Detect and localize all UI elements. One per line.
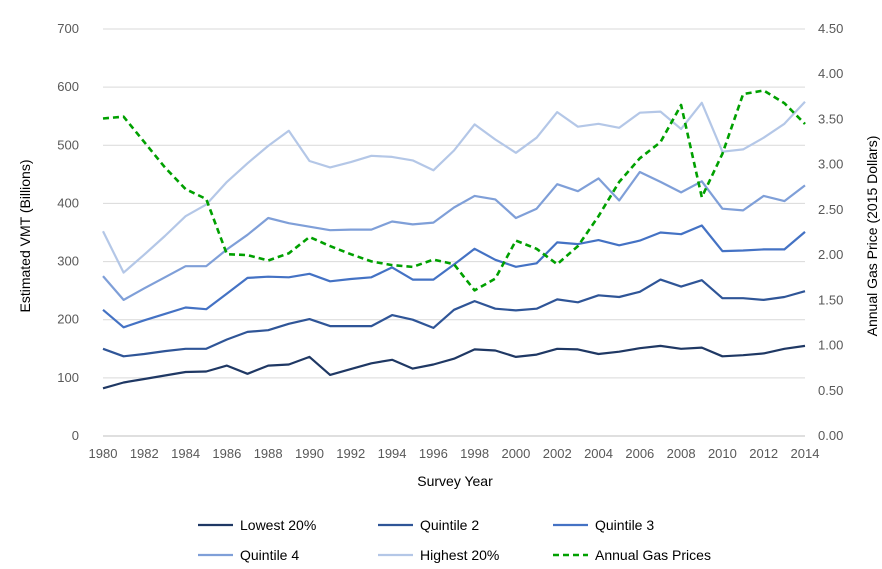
y2-tick-label: 2.00 [818, 247, 843, 262]
x-tick-label: 2012 [749, 446, 778, 461]
series-line-4 [102, 100, 806, 274]
x-tick-label: 2008 [667, 446, 696, 461]
series-line-0 [102, 344, 806, 390]
y2-tick-label: 3.00 [818, 157, 843, 172]
x-tick-label: 2006 [625, 446, 654, 461]
series-line-3 [102, 170, 806, 301]
y-tick-label: 700 [57, 21, 79, 36]
x-tick-label: 1994 [378, 446, 407, 461]
y-tick-label: 100 [57, 370, 79, 385]
y-tick-label: 0 [72, 428, 79, 443]
y-tick-label: 400 [57, 195, 79, 210]
x-tick-label: 1998 [460, 446, 489, 461]
x-axis-title: Survey Year [417, 473, 493, 489]
legend-label-4: Highest 20% [420, 547, 499, 563]
x-tick-label: 2000 [501, 446, 530, 461]
y2-tick-label: 2.50 [818, 202, 843, 217]
x-tick-label: 1984 [171, 446, 200, 461]
legend: Lowest 20% Quintile 2 Quintile 3 Quintile 4… [198, 517, 711, 563]
series-line-2 [102, 224, 806, 329]
series-line-1 [102, 278, 806, 358]
x-tick-label: 2014 [791, 446, 820, 461]
y-tick-label: 300 [57, 254, 79, 269]
legend-label-3: Quintile 4 [240, 547, 299, 563]
series-lines [102, 89, 806, 390]
y2-tick-label: 4.50 [818, 21, 843, 36]
legend-label-0: Lowest 20% [240, 517, 316, 533]
x-tick-label: 2004 [584, 446, 613, 461]
legend-label-1: Quintile 2 [420, 517, 479, 533]
y2-tick-label: 1.00 [818, 338, 843, 353]
x-tick-label: 1990 [295, 446, 324, 461]
y2-tick-label: 4.00 [818, 66, 843, 81]
y-tick-label: 600 [57, 79, 79, 94]
y2-axis-title: Annual Gas Price (2015 Dollars) [864, 136, 880, 337]
x-tick-label: 2010 [708, 446, 737, 461]
tick-labels: 0 100 200 300 400 500 600 700 0.00 0.50 1.00 1.50 2.… [57, 21, 843, 461]
legend-label-2: Quintile 3 [595, 517, 654, 533]
x-tick-label: 1980 [89, 446, 118, 461]
x-tick-label: 1996 [419, 446, 448, 461]
x-tick-label: 1992 [336, 446, 365, 461]
x-tick-label: 2002 [543, 446, 572, 461]
y-tick-label: 200 [57, 312, 79, 327]
x-tick-label: 1988 [254, 446, 283, 461]
y2-tick-label: 1.50 [818, 292, 843, 307]
legend-label-5: Annual Gas Prices [595, 547, 711, 563]
y2-tick-label: 0.00 [818, 428, 843, 443]
y2-tick-label: 3.50 [818, 111, 843, 126]
y-axis-title: Estimated VMT (Billions) [17, 159, 33, 312]
y-tick-label: 500 [57, 137, 79, 152]
x-tick-label: 1982 [130, 446, 159, 461]
gridlines [103, 28, 805, 379]
y2-tick-label: 0.50 [818, 383, 843, 398]
series-line-5 [102, 89, 806, 292]
x-tick-label: 1986 [212, 446, 241, 461]
